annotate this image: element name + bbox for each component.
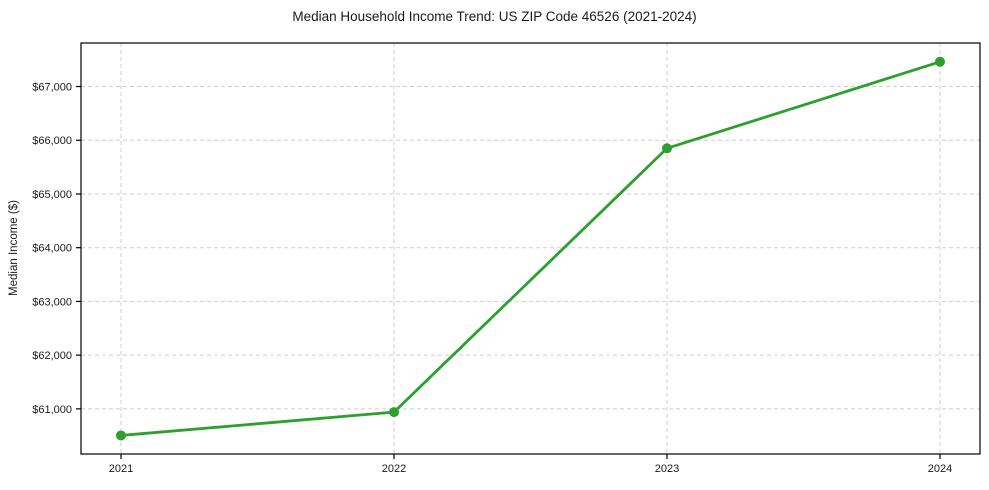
y-tick-label: $62,000 — [32, 350, 72, 362]
y-tick-label: $65,000 — [32, 189, 72, 201]
y-tick-label: $63,000 — [32, 296, 72, 308]
y-tick-label: $64,000 — [32, 243, 72, 255]
y-tick-label: $61,000 — [32, 404, 72, 416]
x-tick-label: 2021 — [109, 463, 133, 475]
trend-line — [119, 60, 942, 437]
data-point-2022 — [389, 407, 399, 418]
data-point-2024 — [935, 56, 945, 67]
data-point-2021 — [116, 430, 126, 441]
data-point-2023 — [662, 143, 672, 154]
plot-border — [80, 42, 981, 455]
x-tick-label: 2022 — [382, 463, 406, 475]
x-tick-label: 2024 — [928, 463, 952, 475]
y-tick-label: $67,000 — [32, 82, 72, 94]
x-tick-label: 2023 — [655, 463, 679, 475]
chart-title: Median Household Income Trend: US ZIP Co… — [292, 9, 697, 24]
y-tick-label: $66,000 — [32, 135, 72, 147]
